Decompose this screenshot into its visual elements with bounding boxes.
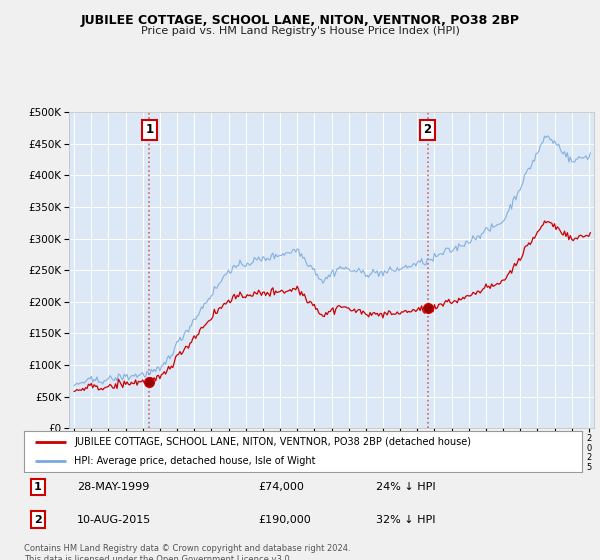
Text: Contains HM Land Registry data © Crown copyright and database right 2024.
This d: Contains HM Land Registry data © Crown c… [24, 544, 350, 560]
Text: JUBILEE COTTAGE, SCHOOL LANE, NITON, VENTNOR, PO38 2BP (detached house): JUBILEE COTTAGE, SCHOOL LANE, NITON, VEN… [74, 437, 471, 447]
Text: 1: 1 [145, 123, 154, 136]
Text: 32% ↓ HPI: 32% ↓ HPI [376, 515, 435, 525]
Text: 2: 2 [34, 515, 42, 525]
Text: 10-AUG-2015: 10-AUG-2015 [77, 515, 151, 525]
Text: £74,000: £74,000 [259, 482, 304, 492]
Text: 24% ↓ HPI: 24% ↓ HPI [376, 482, 435, 492]
Text: £190,000: £190,000 [259, 515, 311, 525]
Text: 28-MAY-1999: 28-MAY-1999 [77, 482, 149, 492]
Text: HPI: Average price, detached house, Isle of Wight: HPI: Average price, detached house, Isle… [74, 456, 316, 466]
Text: 2: 2 [424, 123, 431, 136]
Text: 1: 1 [34, 482, 42, 492]
Text: JUBILEE COTTAGE, SCHOOL LANE, NITON, VENTNOR, PO38 2BP: JUBILEE COTTAGE, SCHOOL LANE, NITON, VEN… [80, 14, 520, 27]
Text: Price paid vs. HM Land Registry's House Price Index (HPI): Price paid vs. HM Land Registry's House … [140, 26, 460, 36]
